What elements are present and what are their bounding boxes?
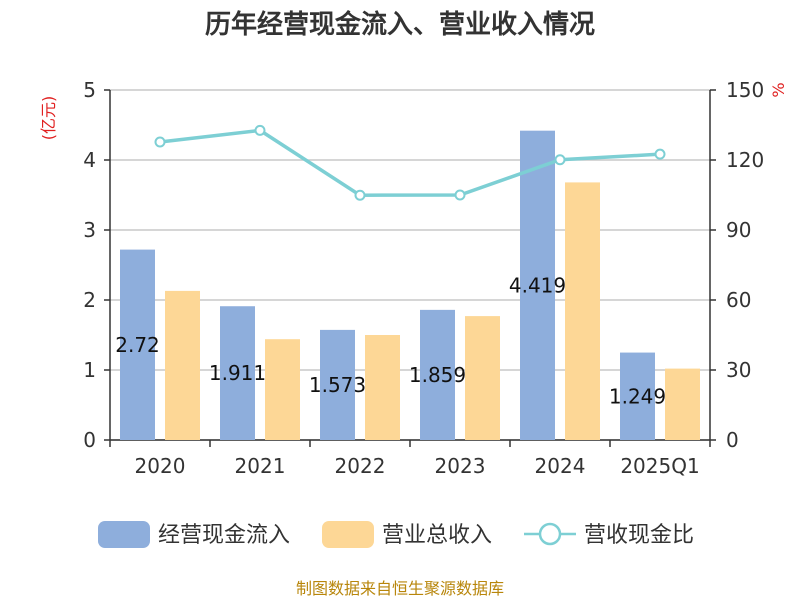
data-label: 1.859 — [409, 363, 466, 387]
bar — [365, 335, 400, 440]
right-tick-label: 0 — [726, 428, 739, 452]
chart-title: 历年经营现金流入、营业收入情况 — [205, 9, 595, 40]
x-tick-label: 2020 — [135, 454, 186, 478]
legend-swatch — [538, 522, 562, 546]
bar — [320, 329, 355, 440]
plot-area: 0 1 2 3 4 5 0 30 60 90 120 150 2020 2021 2022 2023 2024 2… — [83, 78, 764, 478]
line-point — [354, 189, 366, 201]
line-point — [154, 136, 166, 148]
bar — [665, 368, 700, 440]
bar — [420, 309, 455, 440]
left-tick-label: 5 — [83, 78, 96, 102]
bar — [565, 182, 600, 440]
right-tick-label: 30 — [726, 358, 751, 382]
x-tick-label: 2024 — [535, 454, 586, 478]
bar — [120, 249, 155, 440]
right-tick-label: 90 — [726, 218, 751, 242]
left-axis-unit: (亿元) — [39, 96, 58, 141]
data-label: 4.419 — [509, 273, 566, 297]
right-tick-label: 120 — [726, 148, 764, 172]
legend-label: 经营现金流入 — [158, 523, 290, 548]
right-axis-unit: % — [769, 82, 788, 97]
legend-label: 营收现金比 — [584, 523, 694, 548]
line-point — [554, 154, 566, 166]
line-point — [654, 148, 666, 160]
bar — [520, 130, 555, 441]
bar — [165, 290, 200, 440]
legend-swatch — [98, 521, 150, 548]
line-point — [254, 124, 266, 136]
left-tick-label: 4 — [83, 148, 96, 172]
x-tick-label: 2022 — [335, 454, 386, 478]
bar — [220, 306, 255, 440]
legend: 经营现金流入 营业总收入 营收现金比 — [98, 521, 694, 548]
right-tick-label: 150 — [726, 78, 764, 102]
data-label: 1.911 — [209, 361, 266, 385]
legend-label: 营业总收入 — [382, 523, 492, 548]
x-tick-label: 2025Q1 — [620, 454, 699, 478]
line-point — [454, 189, 466, 201]
bar — [265, 339, 300, 440]
left-tick-label: 2 — [83, 288, 96, 312]
bar — [465, 316, 500, 440]
data-label: 1.249 — [609, 384, 666, 408]
x-tick-label: 2021 — [235, 454, 286, 478]
left-tick-label: 0 — [83, 428, 96, 452]
legend-swatch — [322, 521, 374, 548]
line-series — [159, 128, 661, 197]
data-label: 2.72 — [115, 333, 160, 357]
source-note: 制图数据来自恒生聚源数据库 — [296, 579, 504, 598]
data-label: 1.573 — [309, 373, 366, 397]
x-tick-label: 2023 — [435, 454, 486, 478]
right-tick-label: 60 — [726, 288, 751, 312]
left-tick-label: 1 — [83, 358, 96, 382]
bar — [620, 352, 655, 440]
left-tick-label: 3 — [83, 218, 96, 242]
